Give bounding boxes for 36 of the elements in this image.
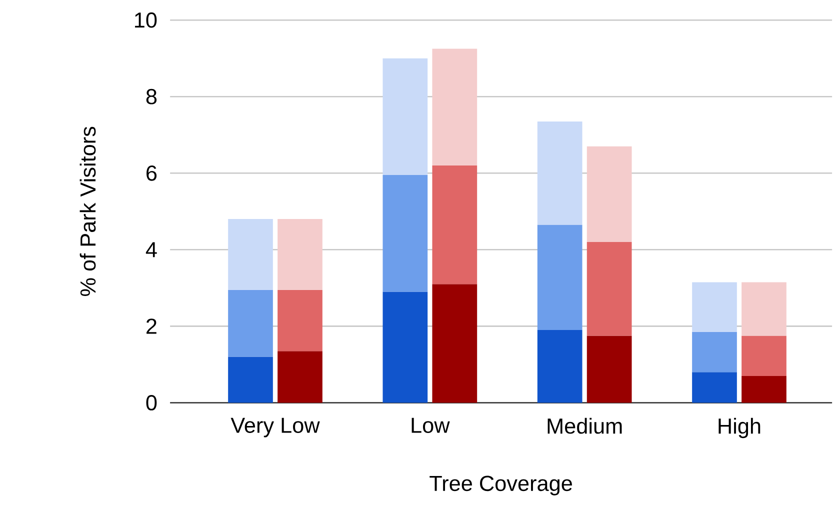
bar <box>742 282 786 336</box>
bar <box>692 332 737 372</box>
y-tick-label: 0 <box>146 394 157 410</box>
y-tick-label: 4 <box>146 242 157 257</box>
bar <box>537 330 582 403</box>
bar <box>382 174 428 292</box>
bar <box>742 376 786 403</box>
bar <box>278 290 322 351</box>
y-axis-title: % of Park Visitors <box>80 126 96 296</box>
x-tick-label: Very Low <box>230 418 320 438</box>
y-tick-label: 6 <box>146 165 157 181</box>
bar <box>382 292 428 403</box>
bar <box>586 242 632 336</box>
bar <box>432 284 478 403</box>
bar <box>228 218 273 290</box>
y-tick-label: 10 <box>135 12 157 28</box>
bar <box>537 224 582 330</box>
bar <box>278 218 322 290</box>
bar <box>432 48 478 166</box>
bar <box>586 146 632 242</box>
bar <box>228 356 273 403</box>
bar <box>382 58 428 175</box>
x-axis-title: Tree Coverage <box>430 476 572 496</box>
x-tick-label: Low <box>412 418 450 433</box>
bar <box>278 350 322 403</box>
x-tick-label: Medium <box>548 418 622 434</box>
bar <box>692 372 737 403</box>
bar <box>228 290 273 357</box>
bar <box>537 121 582 225</box>
x-tick-label: High <box>718 418 760 438</box>
bar <box>742 336 786 376</box>
bar <box>692 282 737 332</box>
y-tick-label: 2 <box>146 318 156 334</box>
bar <box>586 336 632 403</box>
bar <box>432 165 478 284</box>
y-tick-label: 8 <box>146 88 157 104</box>
